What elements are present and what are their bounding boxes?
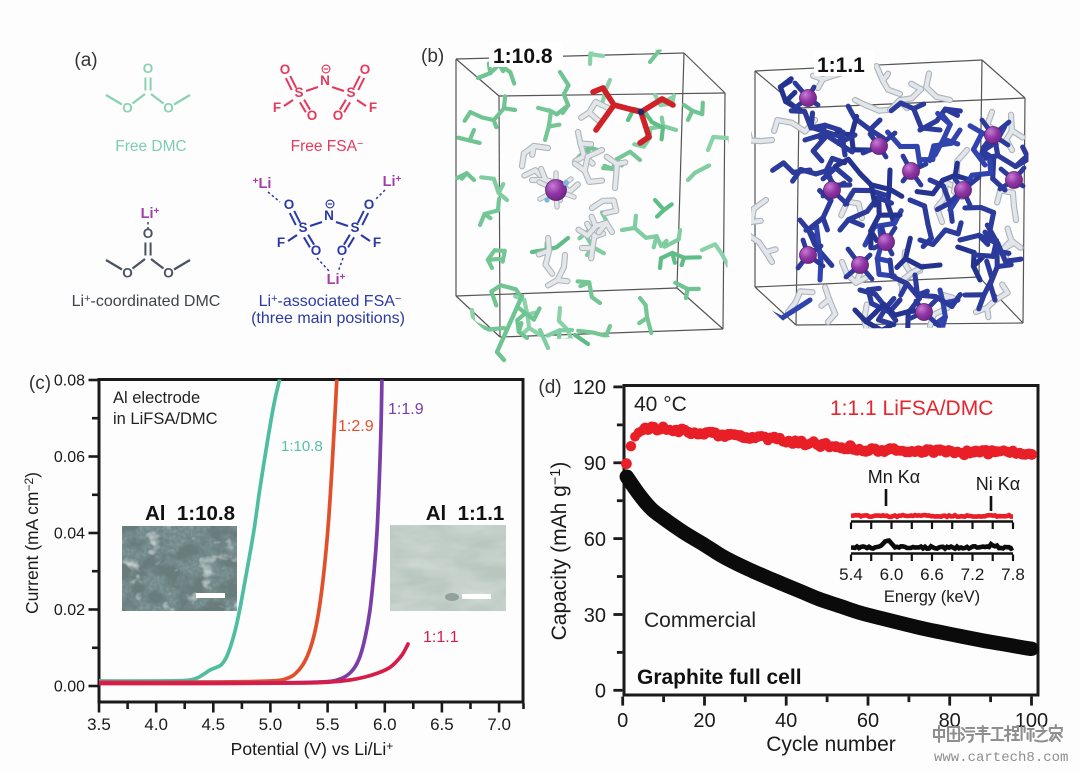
svg-text:4.5: 4.5: [201, 715, 225, 734]
svg-text:Al electrode: Al electrode: [113, 389, 200, 407]
svg-text:1:1.1: 1:1.1: [423, 629, 459, 646]
svg-text:5.0: 5.0: [259, 715, 283, 734]
svg-text:90: 90: [584, 453, 606, 475]
svg-text:O: O: [143, 226, 154, 241]
svg-text:80: 80: [939, 710, 961, 732]
svg-text:O: O: [280, 62, 291, 77]
svg-text:Capacity (mAh g−1): Capacity (mAh g−1): [548, 462, 571, 641]
svg-text:O: O: [284, 197, 295, 212]
svg-text:(d): (d): [538, 377, 561, 398]
svg-text:Li+: Li+: [383, 174, 402, 190]
svg-text:O: O: [337, 243, 348, 258]
svg-text:Li+: Li+: [141, 206, 160, 222]
svg-text:Energy (keV): Energy (keV): [884, 588, 980, 606]
svg-text:F: F: [273, 100, 281, 115]
svg-text:(b): (b): [421, 46, 444, 67]
svg-text:5.5: 5.5: [316, 715, 340, 734]
svg-text:100: 100: [1015, 710, 1048, 732]
svg-text:6.5: 6.5: [430, 715, 454, 734]
svg-text:O: O: [143, 61, 154, 76]
svg-text:S: S: [298, 220, 307, 235]
svg-text:7.0: 7.0: [487, 715, 511, 734]
svg-text:O: O: [163, 101, 174, 116]
svg-text:in LiFSA/DMC: in LiFSA/DMC: [113, 410, 218, 428]
svg-text:S: S: [346, 85, 355, 100]
svg-text:3.5: 3.5: [87, 715, 111, 734]
svg-text:120: 120: [573, 377, 606, 399]
svg-text:Potential (V) vs Li/Li+: Potential (V) vs Li/Li+: [231, 739, 394, 759]
svg-text:1:10.8: 1:10.8: [493, 45, 553, 68]
svg-text:Al 1:10.8: Al 1:10.8: [145, 502, 235, 525]
svg-text:0: 0: [595, 681, 606, 703]
svg-text:O: O: [122, 101, 133, 116]
svg-text:1:10.8: 1:10.8: [281, 438, 323, 455]
svg-text:O: O: [307, 108, 318, 123]
svg-text:6.6: 6.6: [920, 565, 944, 584]
svg-text:N: N: [320, 73, 330, 88]
svg-text:F: F: [277, 235, 285, 250]
svg-text:Current (mA cm−2): Current (mA cm−2): [22, 472, 42, 614]
svg-text:(three main positions): (three main positions): [251, 310, 405, 327]
svg-text:Mn Kα: Mn Kα: [868, 467, 920, 487]
svg-text:Commercial: Commercial: [644, 609, 756, 632]
svg-text:O: O: [333, 108, 344, 123]
svg-text:Free FSA−: Free FSA−: [291, 138, 364, 155]
svg-text:1:2.9: 1:2.9: [338, 418, 374, 435]
svg-text:4.0: 4.0: [144, 715, 168, 734]
svg-text:6.0: 6.0: [880, 565, 904, 584]
svg-text:0.06: 0.06: [54, 449, 85, 466]
svg-text:Cycle number: Cycle number: [766, 733, 896, 756]
svg-text:40 °C: 40 °C: [634, 393, 687, 416]
svg-text:7.2: 7.2: [961, 565, 985, 584]
svg-text:S: S: [294, 85, 303, 100]
svg-text:0.04: 0.04: [54, 526, 85, 543]
svg-text:20: 20: [693, 710, 715, 732]
svg-text:(a): (a): [74, 50, 97, 71]
svg-text:30: 30: [584, 605, 606, 627]
svg-text:S: S: [350, 220, 359, 235]
svg-text:Li+: Li+: [327, 272, 346, 288]
svg-text:0: 0: [617, 710, 628, 732]
svg-text:O: O: [163, 266, 174, 281]
svg-text:F: F: [373, 235, 381, 250]
svg-text:F: F: [369, 100, 377, 115]
svg-text:Free DMC: Free DMC: [115, 138, 186, 155]
svg-text:60: 60: [857, 710, 879, 732]
svg-text:1:1.1: 1:1.1: [817, 54, 865, 77]
svg-text:Graphite full cell: Graphite full cell: [637, 666, 802, 689]
svg-text:O: O: [311, 243, 322, 258]
svg-text:O: O: [122, 266, 133, 281]
svg-text:5.4: 5.4: [839, 565, 863, 584]
svg-text:Ni Kα: Ni Kα: [976, 474, 1020, 494]
svg-text:+Li: +Li: [253, 176, 272, 192]
svg-text:www.cartech8.com: www.cartech8.com: [934, 750, 1068, 766]
svg-text:60: 60: [584, 529, 606, 551]
svg-text:Li+-associated FSA−: Li+-associated FSA−: [259, 293, 402, 310]
svg-text:1:1.9: 1:1.9: [388, 401, 424, 418]
svg-text:O: O: [360, 62, 371, 77]
svg-text:Al 1:1.1: Al 1:1.1: [426, 502, 505, 525]
svg-text:1:1.1 LiFSA/DMC: 1:1.1 LiFSA/DMC: [830, 397, 993, 420]
svg-text:0.08: 0.08: [54, 373, 85, 390]
svg-text:(c): (c): [29, 373, 51, 394]
svg-text:N: N: [324, 208, 334, 223]
svg-text:0.02: 0.02: [54, 602, 85, 619]
svg-text:O: O: [364, 197, 375, 212]
svg-text:0.00: 0.00: [54, 679, 85, 696]
svg-text:Li+-coordinated DMC: Li+-coordinated DMC: [72, 293, 221, 310]
svg-text:7.8: 7.8: [1001, 565, 1025, 584]
svg-text:6.0: 6.0: [373, 715, 397, 734]
svg-text:40: 40: [775, 710, 797, 732]
